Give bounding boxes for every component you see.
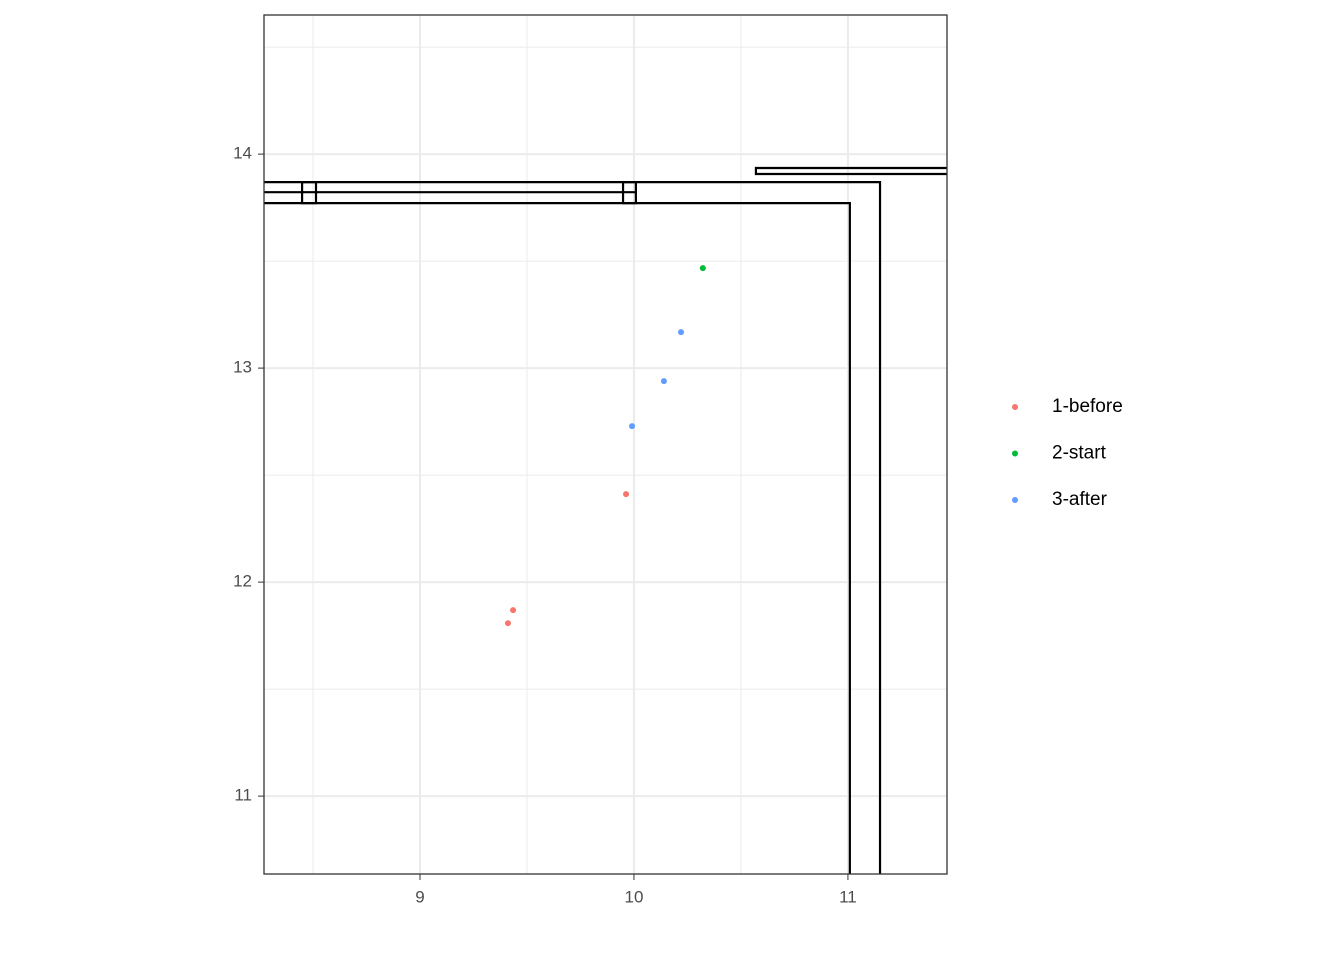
point	[510, 607, 517, 614]
y-tick-label: 11	[234, 786, 252, 805]
point	[699, 265, 706, 272]
legend-marker	[1012, 497, 1018, 503]
point	[660, 378, 667, 385]
legend-label: 2-start	[1052, 443, 1107, 464]
outline-path	[621, 181, 637, 205]
legend-label: 1-before	[1052, 396, 1123, 417]
point	[504, 620, 511, 627]
y-tick-label: 12	[233, 572, 252, 591]
panel-border	[263, 14, 948, 875]
point	[623, 491, 630, 498]
outline-path	[264, 202, 851, 874]
outline-path	[300, 181, 318, 205]
x-tick-label: 10	[624, 887, 643, 906]
legend-marker	[1012, 404, 1018, 410]
x-tick-label: 11	[839, 887, 857, 906]
point	[629, 423, 636, 430]
y-tick-label: 14	[233, 144, 252, 163]
outline-path	[754, 166, 947, 176]
point	[678, 329, 685, 336]
x-tick-label: 9	[415, 887, 424, 906]
legend-marker	[1012, 450, 1018, 457]
y-tick-label: 13	[233, 358, 252, 377]
outline-path	[264, 181, 882, 874]
legend-label: 3-after	[1052, 489, 1108, 510]
